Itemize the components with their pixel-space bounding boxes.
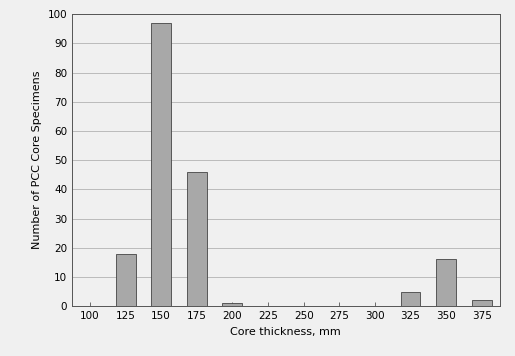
X-axis label: Core thickness, mm: Core thickness, mm xyxy=(230,326,341,336)
Bar xyxy=(401,292,420,306)
Bar xyxy=(187,172,207,306)
Bar xyxy=(151,23,171,306)
Bar xyxy=(115,253,135,306)
Bar xyxy=(472,300,492,306)
Y-axis label: Number of PCC Core Specimens: Number of PCC Core Specimens xyxy=(32,71,42,250)
Bar xyxy=(436,260,456,306)
Bar xyxy=(222,303,243,306)
